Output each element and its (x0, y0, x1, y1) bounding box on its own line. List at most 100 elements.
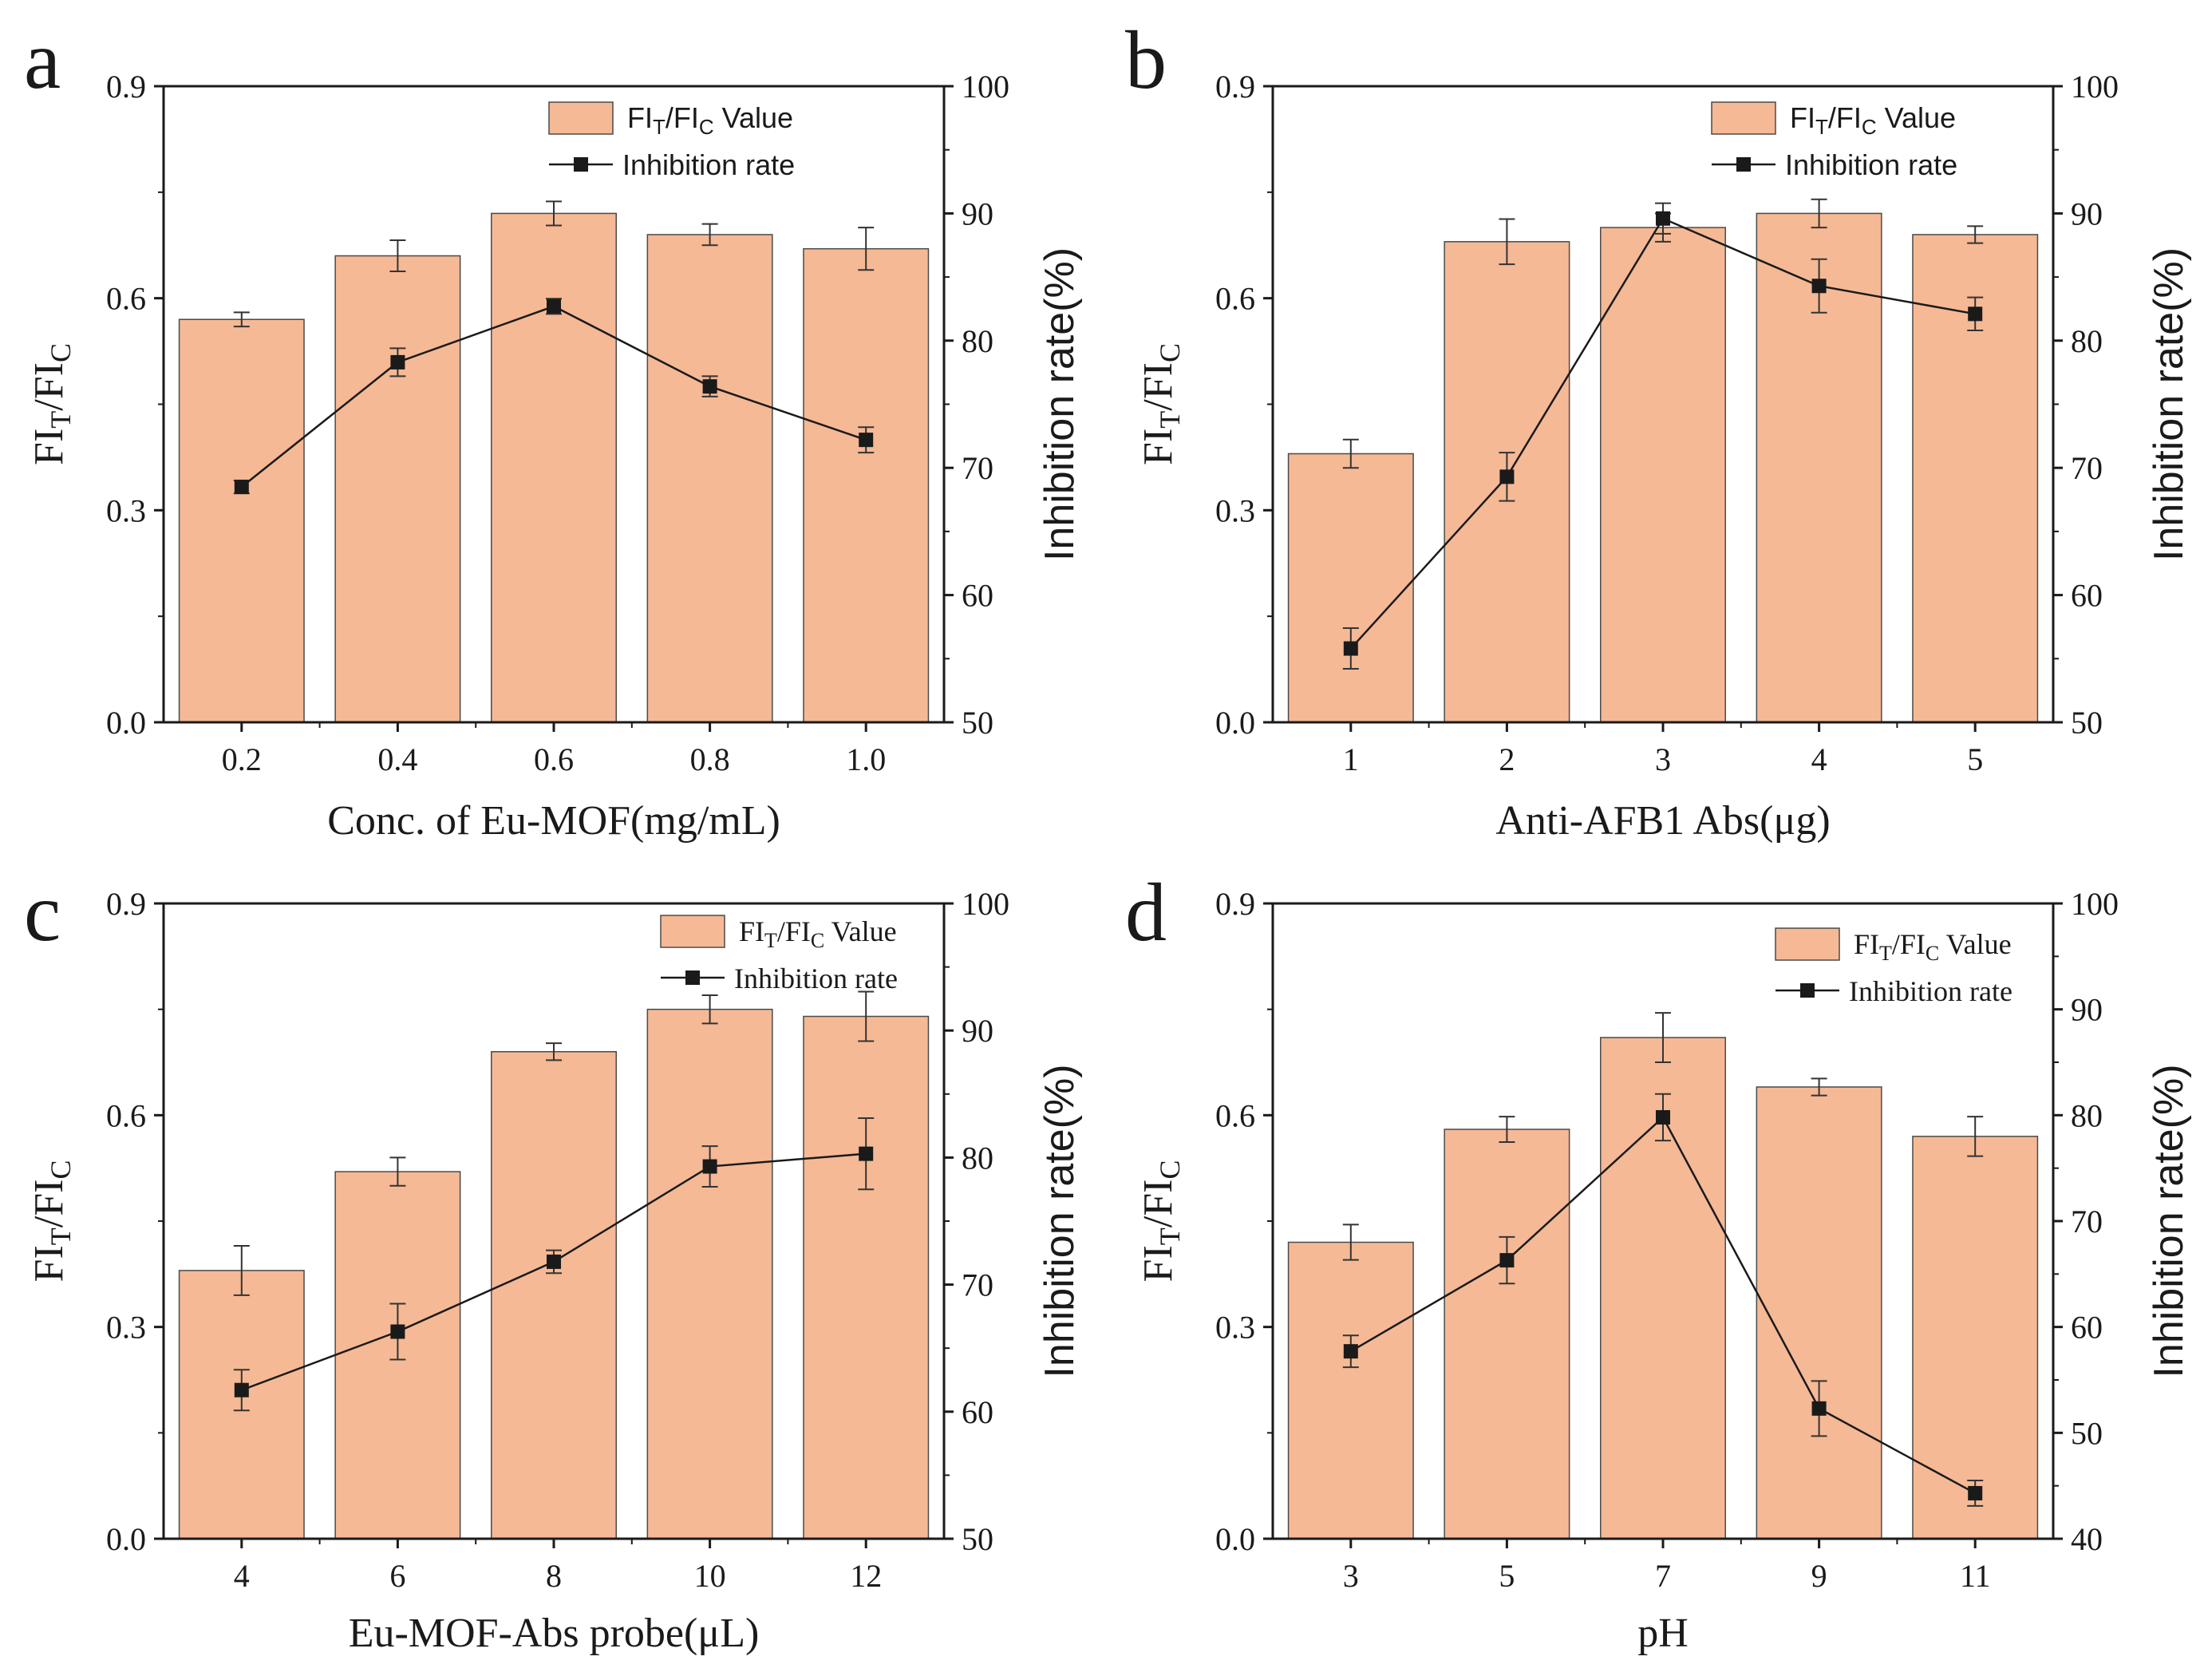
y2-tick-label: 80 (2071, 1097, 2103, 1133)
x-axis-title: Anti-AFB1 Abs(μg) (1495, 798, 1830, 844)
bar-error-bar (701, 223, 718, 247)
x-tick-label: 5 (1499, 1558, 1515, 1594)
bar-error-bar (858, 227, 875, 271)
y-tick-label: 0.0 (106, 1521, 146, 1557)
inhibition-rate-point (547, 298, 561, 314)
x-axis-title: Conc. of Eu-MOF(mg/mL) (327, 798, 780, 844)
bar-error-bar (1342, 438, 1359, 469)
x-tick-label: 0.6 (534, 741, 574, 777)
bar (646, 1008, 773, 1540)
x-tick-label: 8 (546, 1558, 562, 1594)
y2-tick-label: 80 (962, 1140, 993, 1176)
x-tick-label: 11 (1960, 1558, 1991, 1594)
legend: FIT/FIC Value Inhibition rate (660, 915, 898, 994)
y2-tick-label: 60 (2071, 578, 2103, 614)
inhibition-rate-point (547, 1254, 561, 1269)
legend-bar-swatch (548, 101, 614, 135)
bar (334, 255, 461, 723)
y2-tick-label: 40 (2071, 1521, 2103, 1557)
legend-bar-label: FIT/FIC Value (739, 915, 897, 952)
inhibition-rate-point (1499, 469, 1515, 484)
legend-bar-swatch (1711, 101, 1776, 135)
panel-a: 0.0 0.3 0.6 0.9 50 60 70 80 90 100 0.2 0.4 0.6 0.8 1.0… (24, 14, 1083, 844)
bar (178, 318, 305, 723)
bar-error-bar (1342, 1223, 1359, 1261)
legend-line-label: Inhibition rate (1785, 148, 1957, 181)
panel-c: 0.0 0.3 0.6 0.9 50 60 70 80 90 100 4 6 8 10 12 Eu-MOF-A… (24, 867, 1083, 1656)
inhibition-rate-point (859, 433, 874, 448)
x-tick-label: 0.2 (222, 741, 262, 777)
bar (491, 212, 617, 723)
y2-tick-label: 60 (962, 1394, 993, 1430)
legend-line-label: Inhibition rate (734, 963, 898, 994)
y2-tick-label: 80 (2071, 323, 2103, 359)
legend-line-marker (1736, 157, 1751, 172)
y2-tick-label: 90 (2071, 992, 2103, 1028)
y-tick-label: 0.9 (106, 886, 146, 922)
bar (646, 234, 773, 723)
y2-tick-label: 50 (962, 705, 993, 741)
bar (1287, 453, 1414, 723)
legend: FIT/FIC Value Inhibition rate (1711, 101, 1957, 181)
x-tick-label: 9 (1811, 1558, 1827, 1594)
legend: FIT/FIC Value Inhibition rate (1775, 927, 2012, 1007)
x-tick-label: 1.0 (846, 741, 886, 777)
y2-tick-label: 90 (962, 1013, 993, 1049)
x-tick-label: 3 (1343, 1558, 1359, 1594)
y2-tick-label: 50 (2071, 1415, 2103, 1451)
panel-b: 0.0 0.3 0.6 0.9 50 60 70 80 90 100 1 2 3 4 5 Anti-AFB1 … (1125, 14, 2192, 844)
x-axis-title: Eu-MOF-Abs probe(μL) (349, 1611, 760, 1656)
legend-bar-label: FIT/FIC Value (1854, 928, 2012, 965)
bar-error-bar (233, 311, 250, 328)
y2-tick-label: 60 (962, 578, 993, 614)
legend-line-marker (574, 157, 588, 172)
legend-bar-swatch (1775, 927, 1840, 961)
y2-axis-title: Inhibition rate(%) (2146, 1064, 2192, 1378)
bar-error-bar (1811, 1077, 1827, 1097)
bar (1912, 1136, 2039, 1540)
y2-tick-label: 100 (962, 886, 1009, 922)
bar (803, 247, 930, 723)
y2-tick-label: 60 (2071, 1310, 2103, 1346)
y-tick-label: 0.6 (1215, 281, 1255, 317)
panel-letter: c (24, 867, 61, 959)
y-tick-label: 0.6 (106, 1097, 146, 1133)
bar-error-bar (1655, 1012, 1671, 1063)
legend-line-marker (1800, 983, 1815, 998)
y-tick-label: 0.3 (1215, 492, 1255, 528)
y-tick-label: 0.3 (1215, 1310, 1255, 1346)
legend-bar-label: FIT/FIC Value (1790, 101, 1956, 139)
inhibition-rate-point (1656, 1109, 1670, 1125)
y2-tick-label: 90 (962, 196, 993, 231)
inhibition-rate-point (1499, 1253, 1515, 1268)
y2-tick-label: 90 (2071, 196, 2103, 231)
legend-bar-swatch (660, 915, 725, 948)
panel-letter: b (1125, 14, 1167, 106)
y2-tick-label: 50 (962, 1521, 993, 1557)
y2-tick-label: 70 (962, 1267, 993, 1303)
y2-tick-label: 100 (2071, 69, 2119, 105)
inhibition-rate-point (1968, 306, 1983, 322)
bar-error-bar (701, 994, 718, 1025)
inhibition-rate-point (390, 354, 405, 370)
x-tick-label: 7 (1655, 1558, 1671, 1594)
y2-tick-label: 100 (2071, 886, 2119, 922)
x-tick-label: 5 (1967, 741, 1983, 777)
x-tick-label: 6 (389, 1558, 405, 1594)
bar-error-bar (233, 1244, 250, 1296)
bar-error-bar (1967, 1116, 1984, 1157)
y-tick-label: 0.3 (106, 1310, 146, 1346)
y2-axis-title: Inhibition rate(%) (1037, 1064, 1083, 1378)
x-tick-label: 1 (1343, 741, 1359, 777)
bar-error-bar (389, 239, 406, 273)
y-tick-label: 0.9 (106, 69, 146, 105)
y2-axis-title: Inhibition rate(%) (2146, 247, 2192, 561)
bar-error-bar (546, 1042, 562, 1061)
x-axis-title: pH (1637, 1611, 1689, 1656)
inhibition-rate-point (1811, 1401, 1827, 1416)
inhibition-rate-point (859, 1146, 874, 1161)
y2-tick-label: 70 (2071, 450, 2103, 486)
x-tick-label: 3 (1655, 741, 1671, 777)
bar-error-bar (546, 200, 562, 227)
